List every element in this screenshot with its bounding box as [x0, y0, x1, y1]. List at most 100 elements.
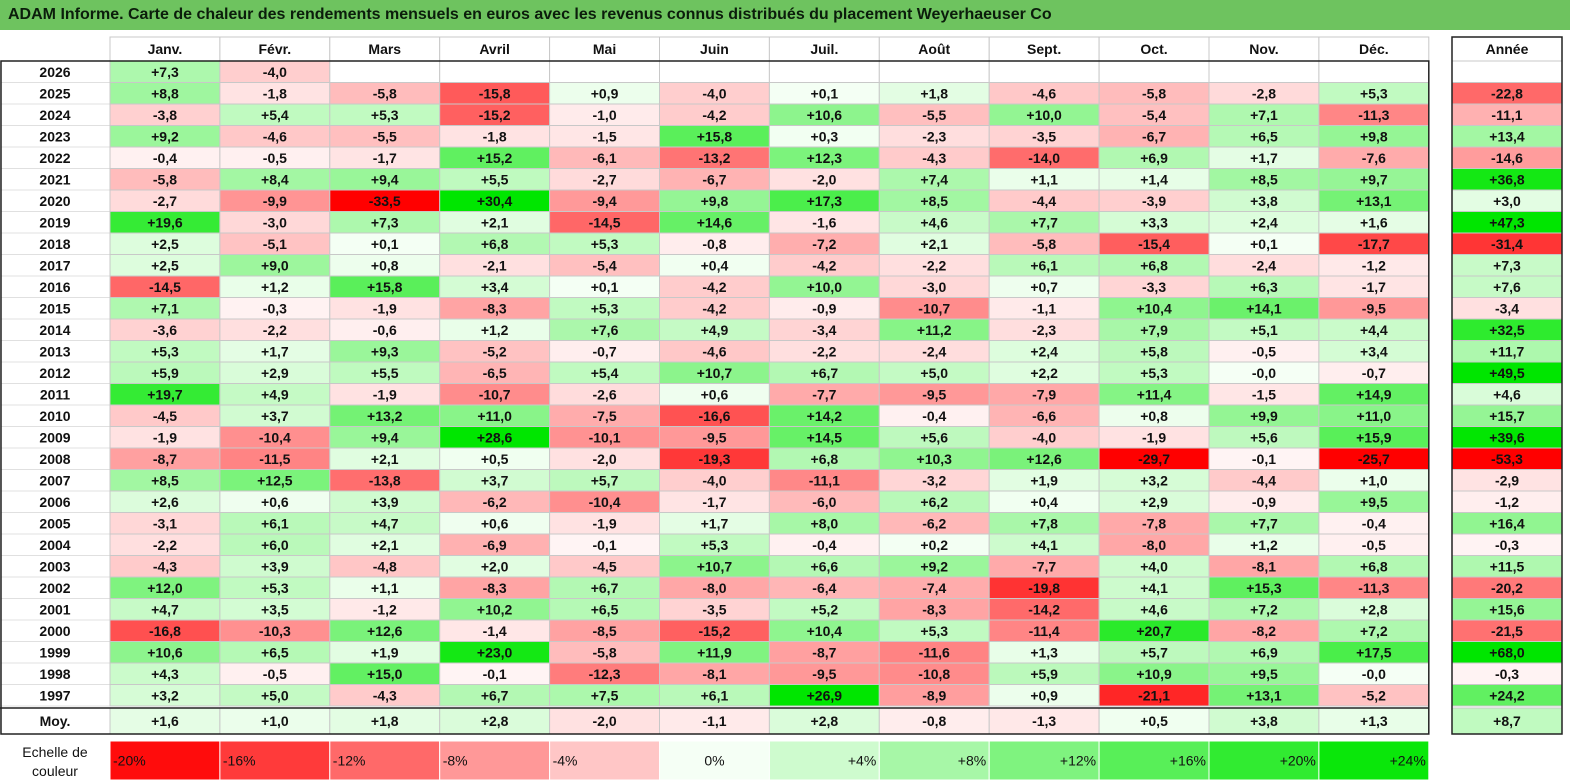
average-cell: [659, 707, 770, 735]
cell-value: -11,6: [919, 644, 950, 660]
cell-value: +5,9: [1030, 666, 1058, 682]
average-cell: [988, 707, 1100, 735]
average-value: +2,8: [811, 713, 839, 729]
column-header: Mars: [368, 41, 401, 57]
row-label: 2001: [39, 601, 70, 617]
cell-value: +0,1: [371, 236, 399, 252]
year-total-value: -53,3: [1491, 451, 1523, 467]
average-value: +1,6: [151, 713, 179, 729]
row-label: 2015: [39, 300, 70, 316]
year-total-value: +4,6: [1493, 386, 1521, 402]
heatmap-cell: [549, 60, 660, 83]
row-label: 2008: [39, 451, 70, 467]
cell-value: +7,1: [1250, 107, 1278, 123]
cell-value: -6,6: [1032, 408, 1056, 424]
cell-value: -10,7: [918, 300, 950, 316]
cell-value: +0,4: [701, 257, 729, 273]
cell-value: +5,3: [1360, 85, 1388, 101]
cell-value: +7,2: [1250, 601, 1278, 617]
cell-value: -3,0: [263, 214, 287, 230]
cell-value: +5,3: [920, 623, 948, 639]
cell-value: +7,1: [151, 300, 179, 316]
cell-value: -5,5: [922, 107, 946, 123]
cell-value: -4,6: [702, 343, 726, 359]
cell-value: +4,3: [151, 666, 179, 682]
cell-value: +12,5: [257, 472, 293, 488]
heatmap-cell: [1098, 60, 1210, 83]
cell-value: -2,0: [812, 171, 836, 187]
cell-value: -1,4: [483, 623, 507, 639]
cell-value: -25,7: [1358, 451, 1390, 467]
cell-value: +5,3: [1140, 365, 1168, 381]
year-total-value: +15,6: [1489, 601, 1525, 617]
cell-value: +2,9: [1140, 494, 1168, 510]
cell-value: +20,7: [1136, 623, 1172, 639]
cell-value: +5,5: [371, 365, 399, 381]
year-total-value: -11,1: [1491, 107, 1522, 123]
cell-value: -7,6: [1362, 150, 1386, 166]
cell-value: +6,2: [920, 494, 948, 510]
cell-value: +12,6: [367, 623, 403, 639]
cell-value: -4,0: [702, 85, 726, 101]
cell-value: -0,7: [1362, 365, 1386, 381]
cell-value: +6,9: [1250, 644, 1278, 660]
cell-value: +19,7: [147, 386, 183, 402]
cell-value: +10,9: [1136, 666, 1172, 682]
cell-value: -0,9: [812, 300, 836, 316]
cell-value: +0,7: [1030, 279, 1058, 295]
cell-value: +10,4: [807, 623, 843, 639]
row-label: 2009: [39, 429, 70, 445]
row-label: 2018: [39, 236, 70, 252]
row-label: 2007: [39, 472, 70, 488]
cell-value: +15,9: [1356, 429, 1392, 445]
cell-value: -0,8: [702, 236, 726, 252]
cell-value: +9,2: [151, 128, 179, 144]
cell-value: -7,7: [812, 386, 836, 402]
cell-value: +4,7: [371, 515, 399, 531]
cell-value: -2,2: [263, 322, 287, 338]
average-value: +3,8: [1250, 713, 1278, 729]
cell-value: +6,8: [1140, 257, 1168, 273]
cell-value: -1,2: [373, 601, 397, 617]
year-total-value: +11,5: [1490, 558, 1525, 574]
cell-value: +8,8: [151, 85, 179, 101]
cell-value: -10,8: [918, 666, 950, 682]
cell-value: +0,8: [371, 257, 399, 273]
cell-value: -1,5: [592, 128, 616, 144]
color-scale-swatch: [659, 740, 770, 781]
year-total-value: -31,4: [1491, 236, 1523, 252]
cell-value: -7,5: [592, 408, 616, 424]
cell-value: -0,5: [1362, 537, 1386, 553]
cell-value: +8,5: [1250, 171, 1278, 187]
cell-value: +1,2: [261, 279, 289, 295]
cell-value: +6,3: [1250, 279, 1278, 295]
color-scale-stop-label: -16%: [223, 753, 256, 769]
cell-value: -8,3: [922, 601, 946, 617]
cell-value: +9,3: [371, 343, 399, 359]
cell-value: +3,5: [261, 601, 289, 617]
cell-value: +26,9: [807, 687, 843, 703]
color-scale-stop-label: +4%: [848, 753, 876, 769]
cell-value: -9,9: [263, 193, 287, 209]
column-header-cell: [988, 36, 1100, 62]
cell-value: +5,5: [481, 171, 509, 187]
cell-value: +10,6: [147, 644, 183, 660]
color-scale-stop-label: 0%: [704, 753, 724, 769]
cell-value: +28,6: [477, 429, 513, 445]
cell-value: -9,5: [1362, 300, 1386, 316]
cell-value: +11,0: [1357, 408, 1392, 424]
cell-value: +1,9: [371, 644, 399, 660]
cell-value: -8,1: [1252, 558, 1276, 574]
cell-value: +5,4: [261, 107, 289, 123]
cell-value: +6,5: [261, 644, 289, 660]
cell-value: +6,9: [1140, 150, 1168, 166]
year-total-value: +49,5: [1489, 365, 1525, 381]
color-scale-label-line2: couleur: [32, 763, 78, 779]
cell-value: -2,6: [592, 386, 616, 402]
cell-value: -21,1: [1138, 687, 1170, 703]
average-value: +0,5: [1140, 713, 1168, 729]
column-header: Janv.: [148, 41, 183, 57]
column-header: Août: [918, 41, 950, 57]
cell-value: -15,2: [698, 623, 730, 639]
cell-value: +13,1: [1246, 687, 1282, 703]
